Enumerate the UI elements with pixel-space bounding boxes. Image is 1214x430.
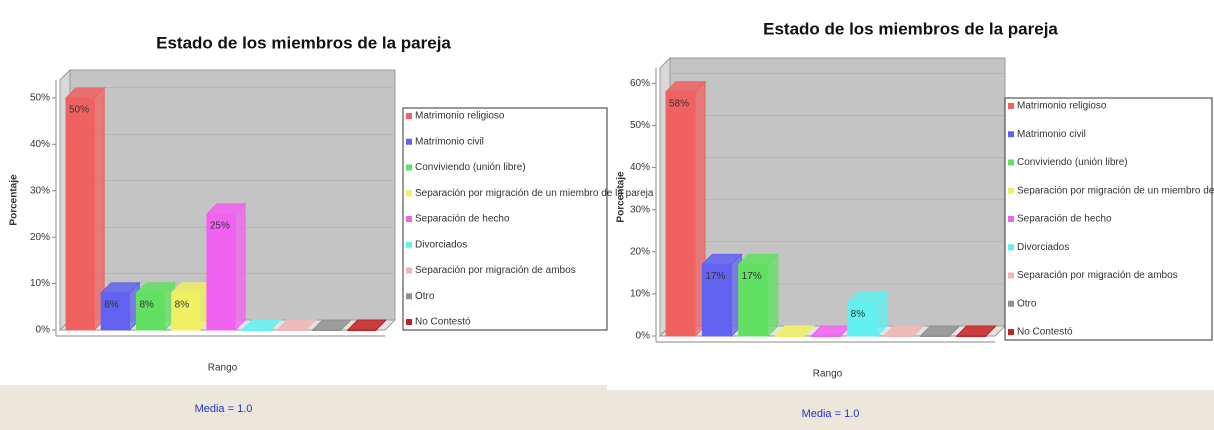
- legend-swatch: [1008, 216, 1014, 222]
- legend-swatch: [1008, 272, 1014, 279]
- legend-swatch: [1008, 244, 1014, 251]
- legend-box: [402, 107, 608, 331]
- bar: [701, 263, 732, 337]
- footer-band: [0, 385, 607, 430]
- legend-label: No Contestó: [1017, 327, 1073, 338]
- legend-label: Separación por migración de ambos: [1017, 270, 1178, 281]
- legend-swatch: [1008, 300, 1014, 307]
- bar: [65, 97, 95, 331]
- bar: [774, 335, 805, 337]
- bar: [347, 329, 377, 331]
- chart-title: Estado de los miembros de la pareja: [156, 33, 451, 52]
- bar: [883, 335, 914, 337]
- legend-swatch: [1008, 131, 1014, 138]
- legend-label: Divorciados: [1017, 242, 1069, 253]
- legend-swatch: [1008, 329, 1014, 335]
- y-tick-label: 0%: [36, 325, 51, 336]
- legend-label: Conviviendo (unión libre): [415, 162, 526, 173]
- legend-swatch: [406, 293, 412, 300]
- bar: [171, 292, 201, 331]
- legend-label: Matrimonio religioso: [1017, 101, 1107, 112]
- legend-label: Conviviendo (unión libre): [1017, 157, 1128, 168]
- y-tick-label: 60%: [630, 78, 650, 89]
- bar: [956, 335, 987, 337]
- value-label: 8%: [104, 299, 119, 310]
- legend-label: Separación por migración de un miembro d…: [1017, 185, 1214, 196]
- y-tick-label: 20%: [630, 246, 650, 257]
- legend-swatch: [1008, 103, 1014, 109]
- value-label: 17%: [705, 271, 725, 282]
- value-label: 25%: [210, 221, 230, 232]
- value-label: 8%: [139, 299, 154, 310]
- bar: [847, 301, 878, 337]
- footer-note: Media = 1.0: [195, 403, 253, 415]
- x-axis-label: Rango: [813, 369, 843, 380]
- y-tick-label: 50%: [630, 120, 650, 131]
- y-axis-label: Porcentaje: [616, 171, 627, 223]
- y-tick-label: 30%: [30, 185, 50, 196]
- x-axis-label: Rango: [208, 363, 238, 374]
- bar: [919, 335, 950, 337]
- bar: [276, 329, 307, 331]
- y-tick-label: 30%: [630, 204, 650, 215]
- bar: [312, 329, 342, 331]
- legend-swatch: [406, 190, 412, 197]
- legend-label: Divorciados: [415, 239, 467, 250]
- legend-label: Matrimonio civil: [415, 136, 484, 147]
- legend-label: Separación por migración de ambos: [415, 265, 576, 276]
- y-tick-label: 50%: [30, 92, 50, 103]
- y-axis-label: Porcentaje: [9, 174, 20, 226]
- legend-swatch: [406, 319, 412, 325]
- bar: [810, 335, 841, 337]
- y-tick-label: 10%: [630, 289, 650, 300]
- bar: [738, 263, 769, 337]
- bar-side: [234, 202, 246, 332]
- legend-swatch: [406, 216, 412, 222]
- legend-swatch: [406, 164, 412, 171]
- y-tick-label: 0%: [636, 331, 651, 342]
- chart-title: Estado de los miembros de la pareja: [763, 19, 1058, 38]
- y-tick-label: 20%: [30, 232, 50, 243]
- bar: [206, 213, 236, 331]
- legend-box: [1004, 97, 1213, 341]
- legend-swatch: [406, 241, 412, 248]
- legend-swatch: [1008, 187, 1014, 194]
- footer-band: [607, 390, 1214, 430]
- legend-label: No Contestó: [415, 317, 471, 328]
- bar-side: [767, 253, 779, 338]
- legend-label: Matrimonio civil: [1017, 129, 1086, 140]
- bar: [135, 292, 166, 331]
- value-label: 8%: [851, 309, 866, 320]
- value-label: 17%: [742, 271, 762, 282]
- legend-label: Otro: [1017, 298, 1037, 309]
- legend-label: Separación de hecho: [1017, 214, 1112, 225]
- value-label: 50%: [69, 104, 89, 115]
- y-tick-label: 10%: [30, 278, 50, 289]
- legend-swatch: [406, 267, 412, 274]
- footer-note: Media = 1.0: [802, 408, 860, 420]
- y-tick-label: 40%: [30, 139, 50, 150]
- bar: [241, 329, 271, 331]
- bar: [100, 292, 130, 331]
- legend-label: Separación de hecho: [415, 214, 510, 225]
- value-label: 58%: [669, 98, 689, 109]
- y-tick-label: 40%: [630, 162, 650, 173]
- legend-label: Matrimonio religioso: [415, 111, 505, 122]
- legend-label: Separación por migración de un miembro d…: [415, 188, 654, 199]
- value-label: 8%: [175, 299, 190, 310]
- legend-swatch: [406, 113, 412, 119]
- legend-swatch: [406, 138, 412, 145]
- legend-label: Otro: [415, 291, 435, 302]
- legend-swatch: [1008, 159, 1014, 166]
- bar: [665, 91, 696, 337]
